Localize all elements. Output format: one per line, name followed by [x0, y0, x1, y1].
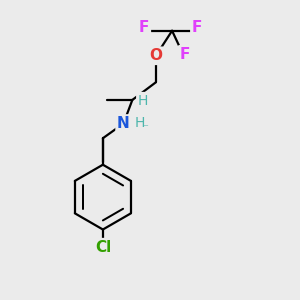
Text: N: N — [117, 116, 130, 131]
Text: H: H — [138, 94, 148, 107]
Text: H: H — [135, 116, 146, 130]
Text: ⁻: ⁻ — [142, 124, 148, 134]
Text: F: F — [192, 20, 202, 35]
Text: Cl: Cl — [95, 240, 111, 255]
Text: O: O — [149, 48, 162, 63]
Text: F: F — [180, 47, 190, 62]
Text: F: F — [139, 20, 149, 35]
